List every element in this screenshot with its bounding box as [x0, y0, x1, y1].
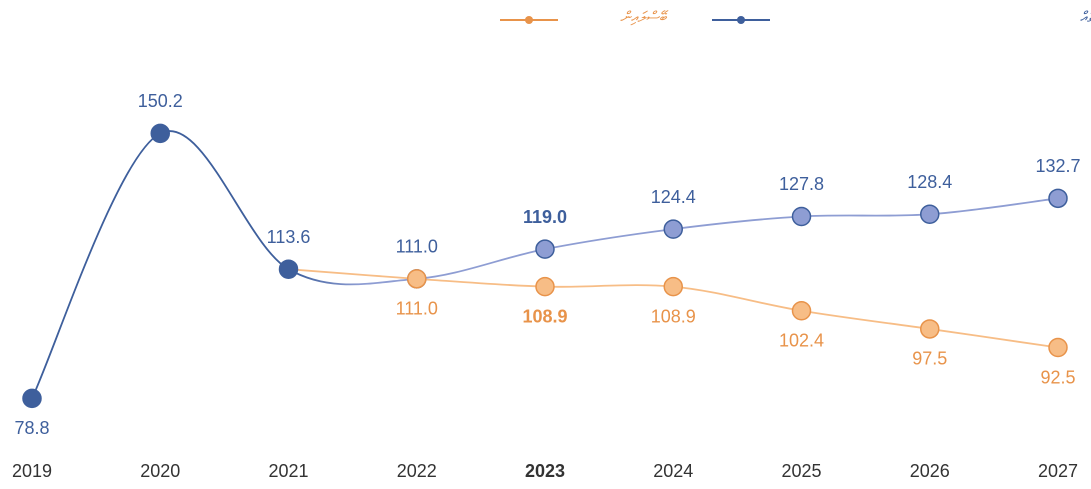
line	[31, 130, 1059, 399]
data-label: 108.9	[522, 306, 567, 326]
point	[150, 123, 170, 144]
x-tick-label: 2027	[1038, 461, 1078, 481]
data-label: 113.6	[267, 227, 311, 247]
point	[663, 219, 683, 239]
point	[791, 206, 812, 227]
point	[535, 239, 555, 259]
point	[791, 301, 812, 321]
data-label: 108.9	[651, 306, 696, 326]
point	[535, 276, 555, 297]
x-tick-label: 2021	[268, 461, 308, 481]
legend-label: ފުރިހަމަ ބަޖެޓް އާއި ހަރަދުކުރުމުގެ ހިސާ…	[1080, 9, 1091, 26]
data-label: 78.8	[14, 418, 49, 438]
point	[407, 269, 427, 289]
x-tick-label: 2022	[397, 461, 437, 481]
data-label: 124.4	[651, 187, 696, 207]
legend-marker	[737, 16, 745, 24]
data-label: 132.7	[1035, 156, 1080, 176]
data-label: 92.5	[1040, 367, 1075, 387]
point	[663, 276, 683, 297]
x-tick-label: 2026	[910, 461, 950, 481]
point	[1048, 337, 1068, 358]
data-label: 119.0	[523, 207, 567, 227]
point	[920, 204, 940, 225]
x-tick-label: 2020	[140, 461, 180, 481]
data-label: 102.4	[779, 331, 824, 351]
data-label: 150.2	[138, 91, 183, 111]
point	[22, 388, 42, 409]
data-label: 111.0	[396, 299, 438, 319]
legend-label: ބޭސްލައިން	[620, 9, 669, 26]
x-tick-label: 2025	[781, 461, 821, 481]
legend-marker	[525, 16, 533, 24]
point	[278, 259, 299, 279]
point	[920, 319, 940, 339]
point	[1048, 188, 1068, 209]
x-tick-label: 2024	[653, 461, 693, 481]
data-label: 128.4	[907, 172, 952, 192]
x-tick-label: 2019	[12, 461, 52, 481]
data-label: 111.0	[396, 237, 438, 257]
x-tick-label: 2023	[525, 461, 565, 481]
data-label: 97.5	[912, 349, 947, 369]
data-label: 127.8	[779, 174, 824, 194]
